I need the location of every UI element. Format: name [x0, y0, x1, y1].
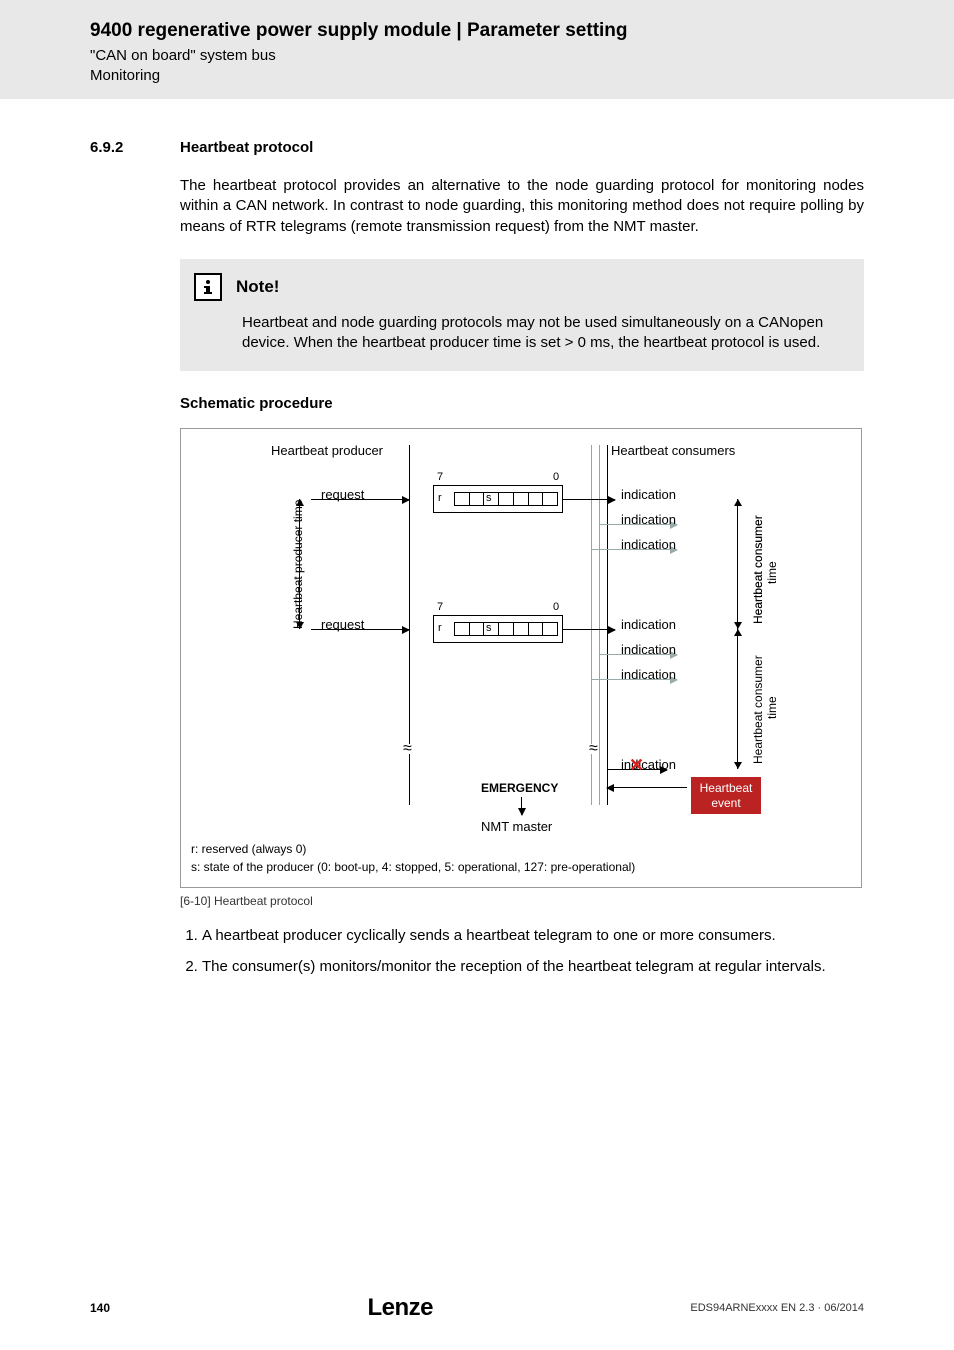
consumer-time-dim-1 [737, 499, 738, 629]
indication-arrow-1a [563, 499, 615, 500]
figure-caption: [6-10] Heartbeat protocol [180, 894, 864, 908]
note-title: Note! [236, 277, 279, 297]
lenze-logo: Lenze [367, 1294, 433, 1322]
red-x-icon: ✕ [629, 755, 644, 776]
page-footer: 140 Lenze EDS94ARNExxxx EN 2.3 · 06/2014 [0, 1294, 954, 1322]
section-number: 6.9.2 [90, 139, 180, 156]
bit7-1: 7 [437, 471, 443, 483]
header-subtitle-1: "CAN on board" system bus [90, 46, 954, 66]
s-label-2: s [486, 622, 492, 634]
consumer-time-dim-2 [737, 629, 738, 769]
r-label-2: r [438, 622, 442, 634]
bit0-1: 0 [553, 471, 559, 483]
consumer-time-label-1-line2: time [765, 562, 779, 585]
header-subtitle-2: Monitoring [90, 66, 954, 86]
s-label-1: s [486, 492, 492, 504]
emergency-label: EMERGENCY [481, 781, 558, 795]
emergency-arrow [521, 797, 522, 815]
indication-arrow-2a [563, 629, 615, 630]
consumer-time-label-2-line2: time [765, 697, 779, 720]
document-id: EDS94ARNExxxx EN 2.3 · 06/2014 [690, 1302, 864, 1314]
heartbeat-diagram: Heartbeat producer Heartbeat consumers H… [180, 428, 862, 888]
nmt-master-label: NMT master [481, 819, 552, 834]
emergency-back-arrow [607, 787, 687, 788]
content-area: 6.9.2 Heartbeat protocol The heartbeat p… [0, 139, 954, 977]
list-item-2: The consumer(s) monitors/monitor the rec… [202, 957, 864, 977]
heartbeat-event-text: Heartbeat event [700, 781, 753, 809]
request-arrow-2 [311, 629, 409, 630]
indication-label-2b: indication [621, 642, 676, 657]
telegram-box-2: r s [433, 615, 563, 643]
section-heading-row: 6.9.2 Heartbeat protocol [90, 139, 864, 156]
request-arrow-1 [311, 499, 409, 500]
page-number: 140 [90, 1301, 110, 1315]
r-label-1: r [438, 492, 442, 504]
indication-label-2c: indication [621, 667, 676, 682]
intro-paragraph: The heartbeat protocol provides an alter… [180, 176, 864, 237]
indication-label-1c: indication [621, 537, 676, 552]
procedure-list: A heartbeat producer cyclically sends a … [180, 926, 864, 977]
producer-label: Heartbeat producer [271, 443, 383, 458]
indication-label-1b: indication [621, 512, 676, 527]
producer-time-label: Heartbeat producer time [291, 500, 305, 629]
legend-r: r: reserved (always 0) [191, 841, 306, 858]
schematic-subhead: Schematic procedure [180, 395, 864, 412]
bit0-2: 0 [553, 601, 559, 613]
list-item-1: A heartbeat producer cyclically sends a … [202, 926, 864, 946]
break-producer: ≈ [403, 744, 412, 754]
note-body: Heartbeat and node guarding protocols ma… [242, 313, 848, 354]
consumer-time-label-1-line1: Heartbeat consumer [751, 516, 765, 625]
legend-s: s: state of the producer (0: boot-up, 4:… [191, 859, 635, 876]
consumers-label: Heartbeat consumers [611, 443, 735, 458]
consumer-time-label-2-line1: Heartbeat consumer [751, 656, 765, 765]
bit7-2: 7 [437, 601, 443, 613]
note-header: Note! [194, 273, 848, 301]
indication-label-1a: indication [621, 487, 676, 502]
note-box: Note! Heartbeat and node guarding protoc… [180, 259, 864, 372]
indication-label-2a: indication [621, 617, 676, 632]
section-title: Heartbeat protocol [180, 139, 313, 156]
telegram-box-1: r s [433, 485, 563, 513]
break-consumer: ≈ [589, 744, 598, 754]
info-icon [194, 273, 222, 301]
page-header: 9400 regenerative power supply module | … [0, 0, 954, 99]
header-title: 9400 regenerative power supply module | … [90, 20, 954, 42]
heartbeat-event-box: Heartbeat event [691, 777, 761, 814]
